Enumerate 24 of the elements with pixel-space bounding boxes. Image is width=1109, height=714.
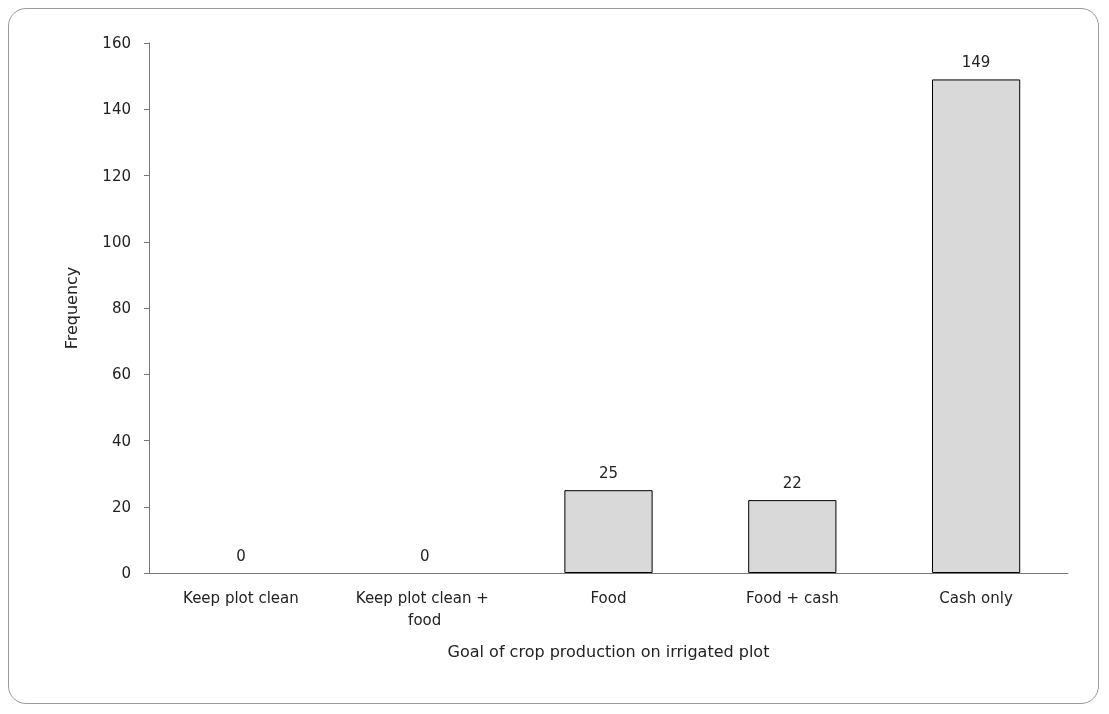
y-tick-label: 60 [111, 365, 131, 384]
data-label: 0 [236, 546, 246, 565]
bar [931, 79, 1021, 573]
y-tick-label: 100 [102, 232, 131, 251]
data-label: 0 [419, 546, 430, 565]
y-tick-label: 20 [111, 497, 131, 516]
data-label: 149 [961, 52, 991, 71]
x-tick-label: Cash only [939, 589, 1013, 607]
data-label: 22 [782, 473, 802, 492]
x-tick-label: Keep plot clean [183, 589, 299, 607]
y-tick-label: 40 [111, 431, 131, 450]
bar [748, 500, 837, 573]
y-axis-title: Frequency [61, 266, 81, 350]
bar [564, 490, 653, 573]
y-tick-label: 140 [102, 100, 131, 119]
x-tick-label: Food [590, 589, 627, 607]
y-tick-label: 160 [102, 34, 131, 52]
x-axis-title: Goal of crop production on irrigated plot [447, 641, 770, 661]
data-label: 25 [598, 463, 619, 482]
x-tick-label: Food + cash [745, 589, 839, 607]
y-tick-label: 0 [121, 564, 131, 582]
y-tick-label: 80 [111, 299, 131, 317]
x-tick-label: Keep plot clean + food [355, 589, 494, 629]
y-tick-label: 120 [102, 166, 131, 185]
